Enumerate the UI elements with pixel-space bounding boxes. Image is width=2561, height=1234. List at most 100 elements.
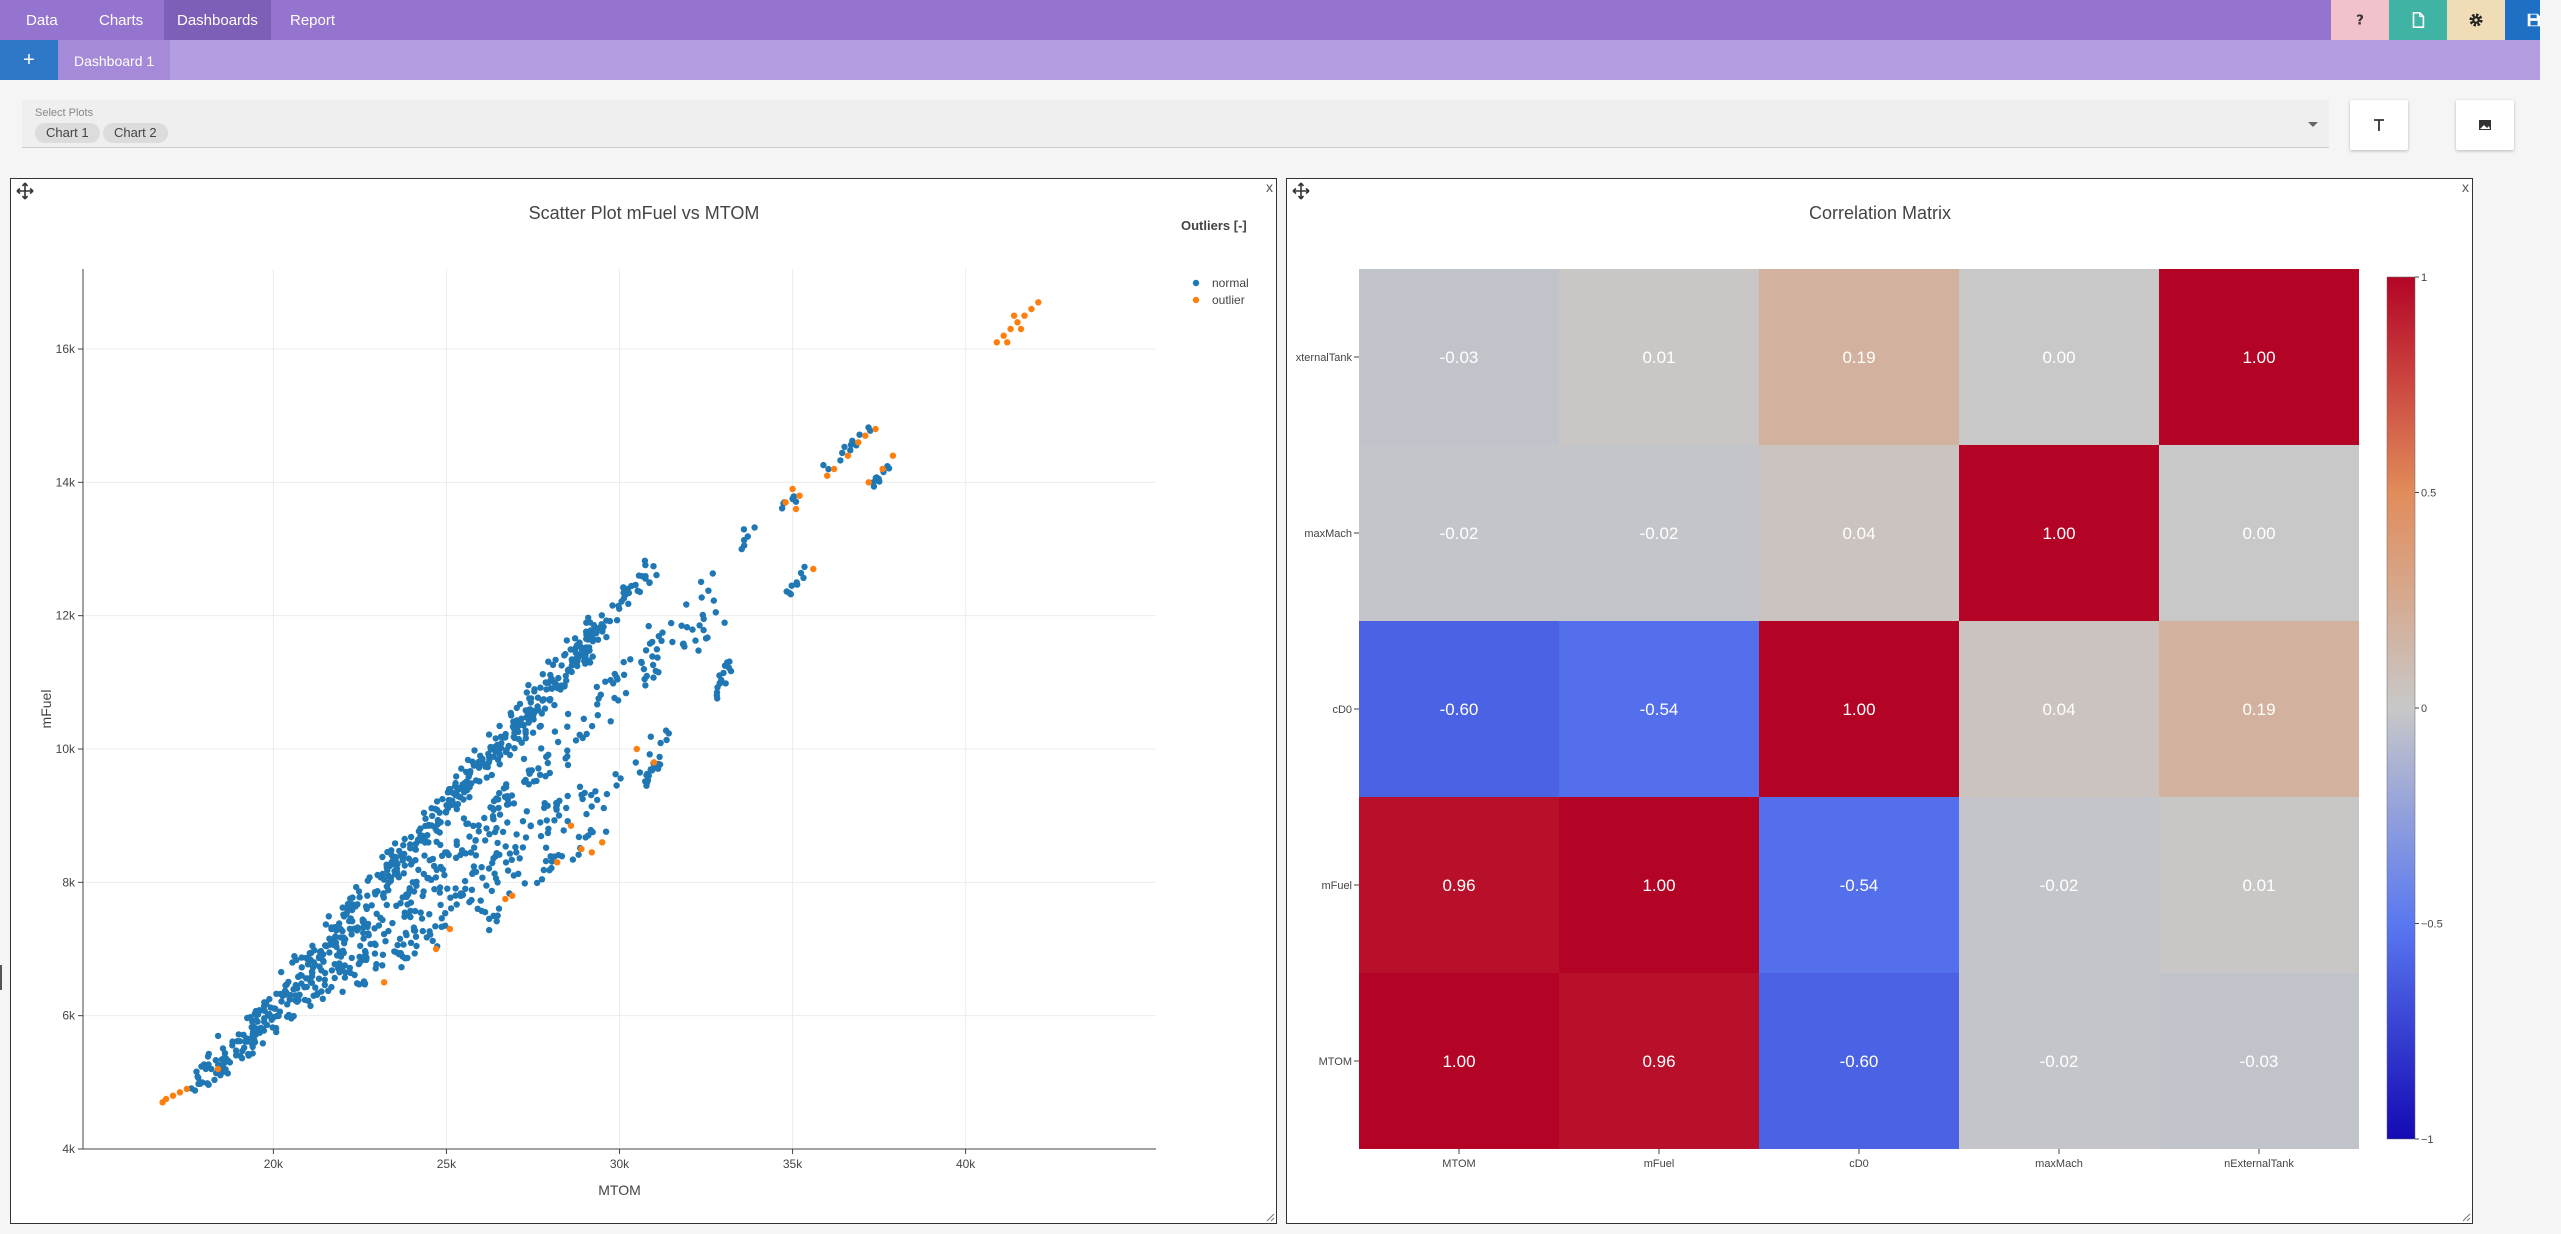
- scatter-point-normal: [364, 892, 371, 899]
- scatter-point-normal: [504, 867, 512, 874]
- scatter-point-normal: [800, 574, 807, 581]
- y-tick-label: 6k: [62, 1009, 76, 1023]
- scatter-point-normal: [409, 879, 416, 886]
- nav-tab-dashboards[interactable]: Dashboards: [164, 0, 271, 40]
- scatter-point-normal: [642, 647, 650, 654]
- scatter-point-normal: [647, 766, 654, 773]
- chip-chart-1[interactable]: Chart 1: [35, 123, 100, 143]
- scatter-point-outlier: [1007, 325, 1014, 333]
- close-panel-button[interactable]: x: [2462, 179, 2469, 195]
- scatter-point-normal: [279, 992, 286, 999]
- scatter-point-normal: [738, 545, 745, 553]
- heatmap-cell-value: 0.01: [2242, 876, 2275, 895]
- chevron-down-icon[interactable]: [2307, 119, 2319, 129]
- new-file-button[interactable]: [2389, 0, 2447, 40]
- scatter-point-normal: [540, 866, 547, 874]
- scatter-point-normal: [407, 845, 414, 852]
- resize-handle-icon[interactable]: [2461, 1212, 2471, 1222]
- scatter-point-normal: [502, 734, 509, 741]
- scatter-point-normal: [322, 921, 330, 928]
- scatter-point-outlier: [1010, 312, 1018, 319]
- heatmap-cell-value: 0.96: [1442, 876, 1475, 895]
- scatter-point-normal: [704, 634, 711, 641]
- add-text-button[interactable]: [2350, 100, 2408, 150]
- scatter-point-normal: [453, 805, 460, 813]
- nav-tab-charts[interactable]: Charts: [99, 12, 144, 29]
- scatter-point-normal: [444, 789, 452, 796]
- resize-handle-icon[interactable]: [1265, 1212, 1275, 1222]
- scatter-point-normal: [345, 905, 352, 912]
- scatter-point-normal: [292, 992, 300, 999]
- scatter-point-normal: [549, 661, 557, 668]
- scatter-point-normal: [542, 773, 549, 780]
- select-plots-field[interactable]: Select Plots Chart 1 Chart 2: [22, 100, 2329, 148]
- scatter-point-normal: [472, 868, 480, 876]
- y-tick-label: cD0: [1332, 704, 1352, 716]
- scatter-point-normal: [778, 505, 786, 512]
- scatter-point-normal: [481, 814, 488, 822]
- scatter-point-normal: [678, 622, 685, 629]
- move-icon[interactable]: [15, 181, 35, 201]
- scatter-point-outlier: [830, 465, 838, 473]
- settings-button[interactable]: [2447, 0, 2505, 40]
- scatter-point-normal: [646, 640, 654, 647]
- scatter-point-outlier: [567, 822, 575, 829]
- scatter-point-normal: [336, 960, 343, 967]
- scatter-point-normal: [437, 841, 444, 849]
- scatter-point-outlier: [432, 945, 440, 953]
- scatter-point-normal: [477, 897, 484, 904]
- scatter-point-outlier: [872, 425, 879, 433]
- nav-tab-data[interactable]: Data: [26, 12, 58, 29]
- scatter-point-normal: [544, 759, 551, 767]
- scatter-point-outlier: [1035, 299, 1042, 306]
- scatter-point-normal: [600, 804, 607, 812]
- scatter-point-normal: [393, 949, 400, 956]
- scatter-point-normal: [380, 894, 387, 901]
- scatter-point-normal: [588, 803, 595, 810]
- scatter-point-normal: [510, 733, 517, 741]
- scatter-point-normal: [594, 636, 602, 643]
- scatter-point-normal: [333, 943, 340, 951]
- scatter-point-normal: [407, 899, 415, 906]
- nav-tab-report[interactable]: Report: [290, 12, 336, 29]
- scatter-point-normal: [632, 581, 639, 589]
- scatter-point-normal: [712, 609, 719, 616]
- scatter-point-normal: [422, 822, 429, 830]
- add-dashboard-button[interactable]: +: [0, 40, 58, 80]
- scatter-point-normal: [522, 727, 529, 734]
- scatter-point-normal: [393, 865, 401, 872]
- heatmap-cell: [1559, 973, 1759, 1149]
- scatter-point-normal: [453, 901, 460, 908]
- scatter-point-normal: [537, 832, 545, 840]
- scatter-point-normal: [585, 644, 593, 651]
- scatter-point-normal: [583, 810, 590, 818]
- scatter-point-outlier: [176, 1089, 184, 1096]
- scatter-point-normal: [349, 894, 356, 901]
- chip-chart-2[interactable]: Chart 2: [103, 123, 168, 143]
- scatter-point-normal: [652, 667, 659, 675]
- scatter-point-normal: [555, 851, 562, 859]
- scatter-point-normal: [653, 571, 660, 579]
- y-tick-label: xternalTank: [1296, 352, 1353, 364]
- scatter-point-normal: [406, 885, 413, 892]
- series-outlier-points: [159, 299, 1042, 1106]
- tab-dashboard-1[interactable]: Dashboard 1: [58, 40, 171, 80]
- scatter-point-normal: [613, 782, 620, 789]
- heatmap-cell-value: -0.03: [1440, 348, 1479, 367]
- scatter-point-normal: [453, 838, 460, 845]
- help-button[interactable]: ?: [2331, 0, 2389, 40]
- scatter-point-normal: [271, 1005, 278, 1012]
- move-icon[interactable]: [1291, 181, 1311, 201]
- scatter-point-normal: [285, 978, 292, 986]
- scatter-point-normal: [360, 935, 367, 942]
- scatter-point-normal: [364, 920, 372, 928]
- scatter-point-normal: [219, 1045, 227, 1052]
- close-panel-button[interactable]: x: [1266, 179, 1273, 195]
- scatter-point-normal: [592, 788, 599, 795]
- scatter-point-outlier: [789, 485, 796, 493]
- add-image-button[interactable]: [2456, 100, 2514, 150]
- scatter-point-normal: [519, 818, 527, 825]
- scatter-point-normal: [463, 778, 470, 785]
- scatter-point-normal: [411, 927, 419, 934]
- scatter-point-normal: [589, 634, 596, 641]
